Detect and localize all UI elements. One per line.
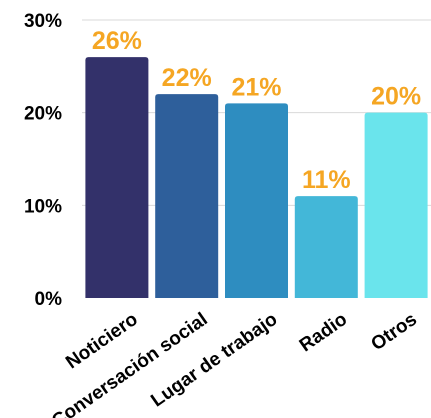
y-tick-label: 20% [24, 104, 62, 125]
data-label: 21% [231, 73, 281, 101]
bar [155, 94, 219, 298]
bar [225, 103, 288, 299]
y-tick-label: 10% [24, 196, 62, 217]
x-tick-label: Radio [296, 309, 351, 356]
bar [294, 196, 358, 298]
x-tick-label: Lugar de trabajo [147, 309, 281, 412]
data-label: 20% [371, 83, 421, 111]
bar [364, 112, 428, 299]
y-tick-label: 0% [35, 289, 63, 310]
x-tick-label: Otros [367, 309, 421, 355]
data-label: 26% [92, 27, 142, 55]
bars [85, 57, 428, 299]
data-label: 11% [302, 166, 351, 194]
bar [85, 57, 149, 298]
y-axis-ticks: 0% 10% 20% 30% [24, 11, 62, 310]
y-tick-label: 30% [24, 11, 62, 32]
data-labels: 26% 22% 21% 11% 20% [92, 27, 421, 194]
data-label: 22% [162, 64, 212, 92]
